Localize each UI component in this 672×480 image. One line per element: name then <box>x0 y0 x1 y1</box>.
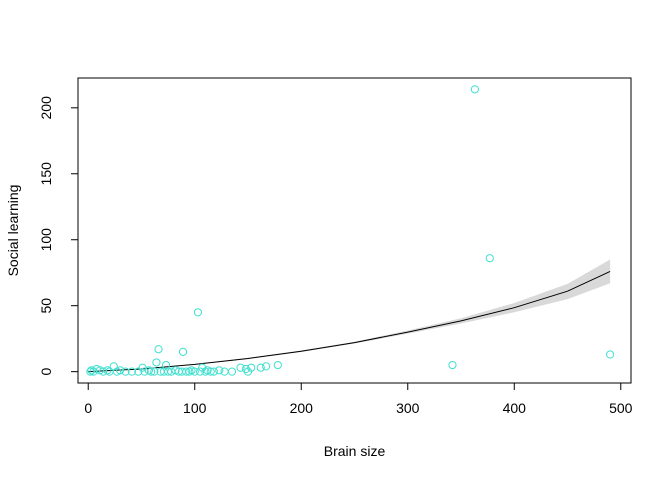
data-point <box>121 367 130 376</box>
data-point <box>470 85 479 94</box>
data-point <box>99 367 108 376</box>
y-tick-label: 200 <box>38 96 54 120</box>
x-tick-label: 500 <box>609 400 633 416</box>
data-point <box>164 367 173 376</box>
data-point <box>241 364 250 374</box>
data-point <box>150 367 159 376</box>
fit-line-layer <box>88 270 611 373</box>
data-point <box>273 360 282 370</box>
x-tick-label: 200 <box>290 400 314 416</box>
data-point <box>127 367 136 376</box>
x-tick-label: 300 <box>396 400 420 416</box>
data-point <box>206 367 215 376</box>
data-point <box>195 367 205 376</box>
confidence-band-layer <box>88 259 611 372</box>
data-point <box>134 367 143 376</box>
y-tick-label: 0 <box>38 368 54 376</box>
data-point <box>215 366 224 375</box>
data-point <box>243 367 253 376</box>
data-point <box>448 360 457 370</box>
data-point <box>89 367 98 376</box>
data-point <box>256 363 265 372</box>
data-point <box>485 254 494 263</box>
points-layer <box>86 85 615 376</box>
data-point <box>236 363 245 372</box>
data-point <box>112 367 122 376</box>
confidence-band <box>88 259 611 372</box>
data-point <box>140 367 149 376</box>
y-tick-label: 100 <box>38 228 54 252</box>
x-axis-label: Brain size <box>324 443 386 459</box>
data-point <box>86 367 95 376</box>
x-tick-label: 400 <box>503 400 527 416</box>
data-point <box>146 367 156 376</box>
data-point <box>185 367 194 376</box>
data-point <box>103 366 112 375</box>
x-tick-label: 0 <box>84 400 92 416</box>
fit-line <box>88 270 611 373</box>
y-tick-label: 150 <box>38 162 54 186</box>
data-point <box>190 367 199 376</box>
data-point <box>201 367 210 376</box>
data-point <box>606 350 615 359</box>
data-point <box>193 308 203 317</box>
y-axis: 0 50 100 150 200 <box>38 96 79 376</box>
data-point <box>261 362 271 371</box>
data-point <box>178 347 188 356</box>
data-point <box>152 358 161 367</box>
y-tick-label: 50 <box>38 298 54 314</box>
x-tick-label: 100 <box>183 400 207 416</box>
data-point <box>87 366 96 375</box>
plot-frame <box>77 77 632 384</box>
x-axis: 0 100 200 300 400 500 <box>84 382 633 416</box>
data-point <box>182 367 191 376</box>
data-point <box>227 367 237 376</box>
data-point <box>144 366 154 375</box>
y-axis-label: Social learning <box>5 185 21 277</box>
data-point <box>154 345 163 354</box>
data-point <box>209 367 219 376</box>
